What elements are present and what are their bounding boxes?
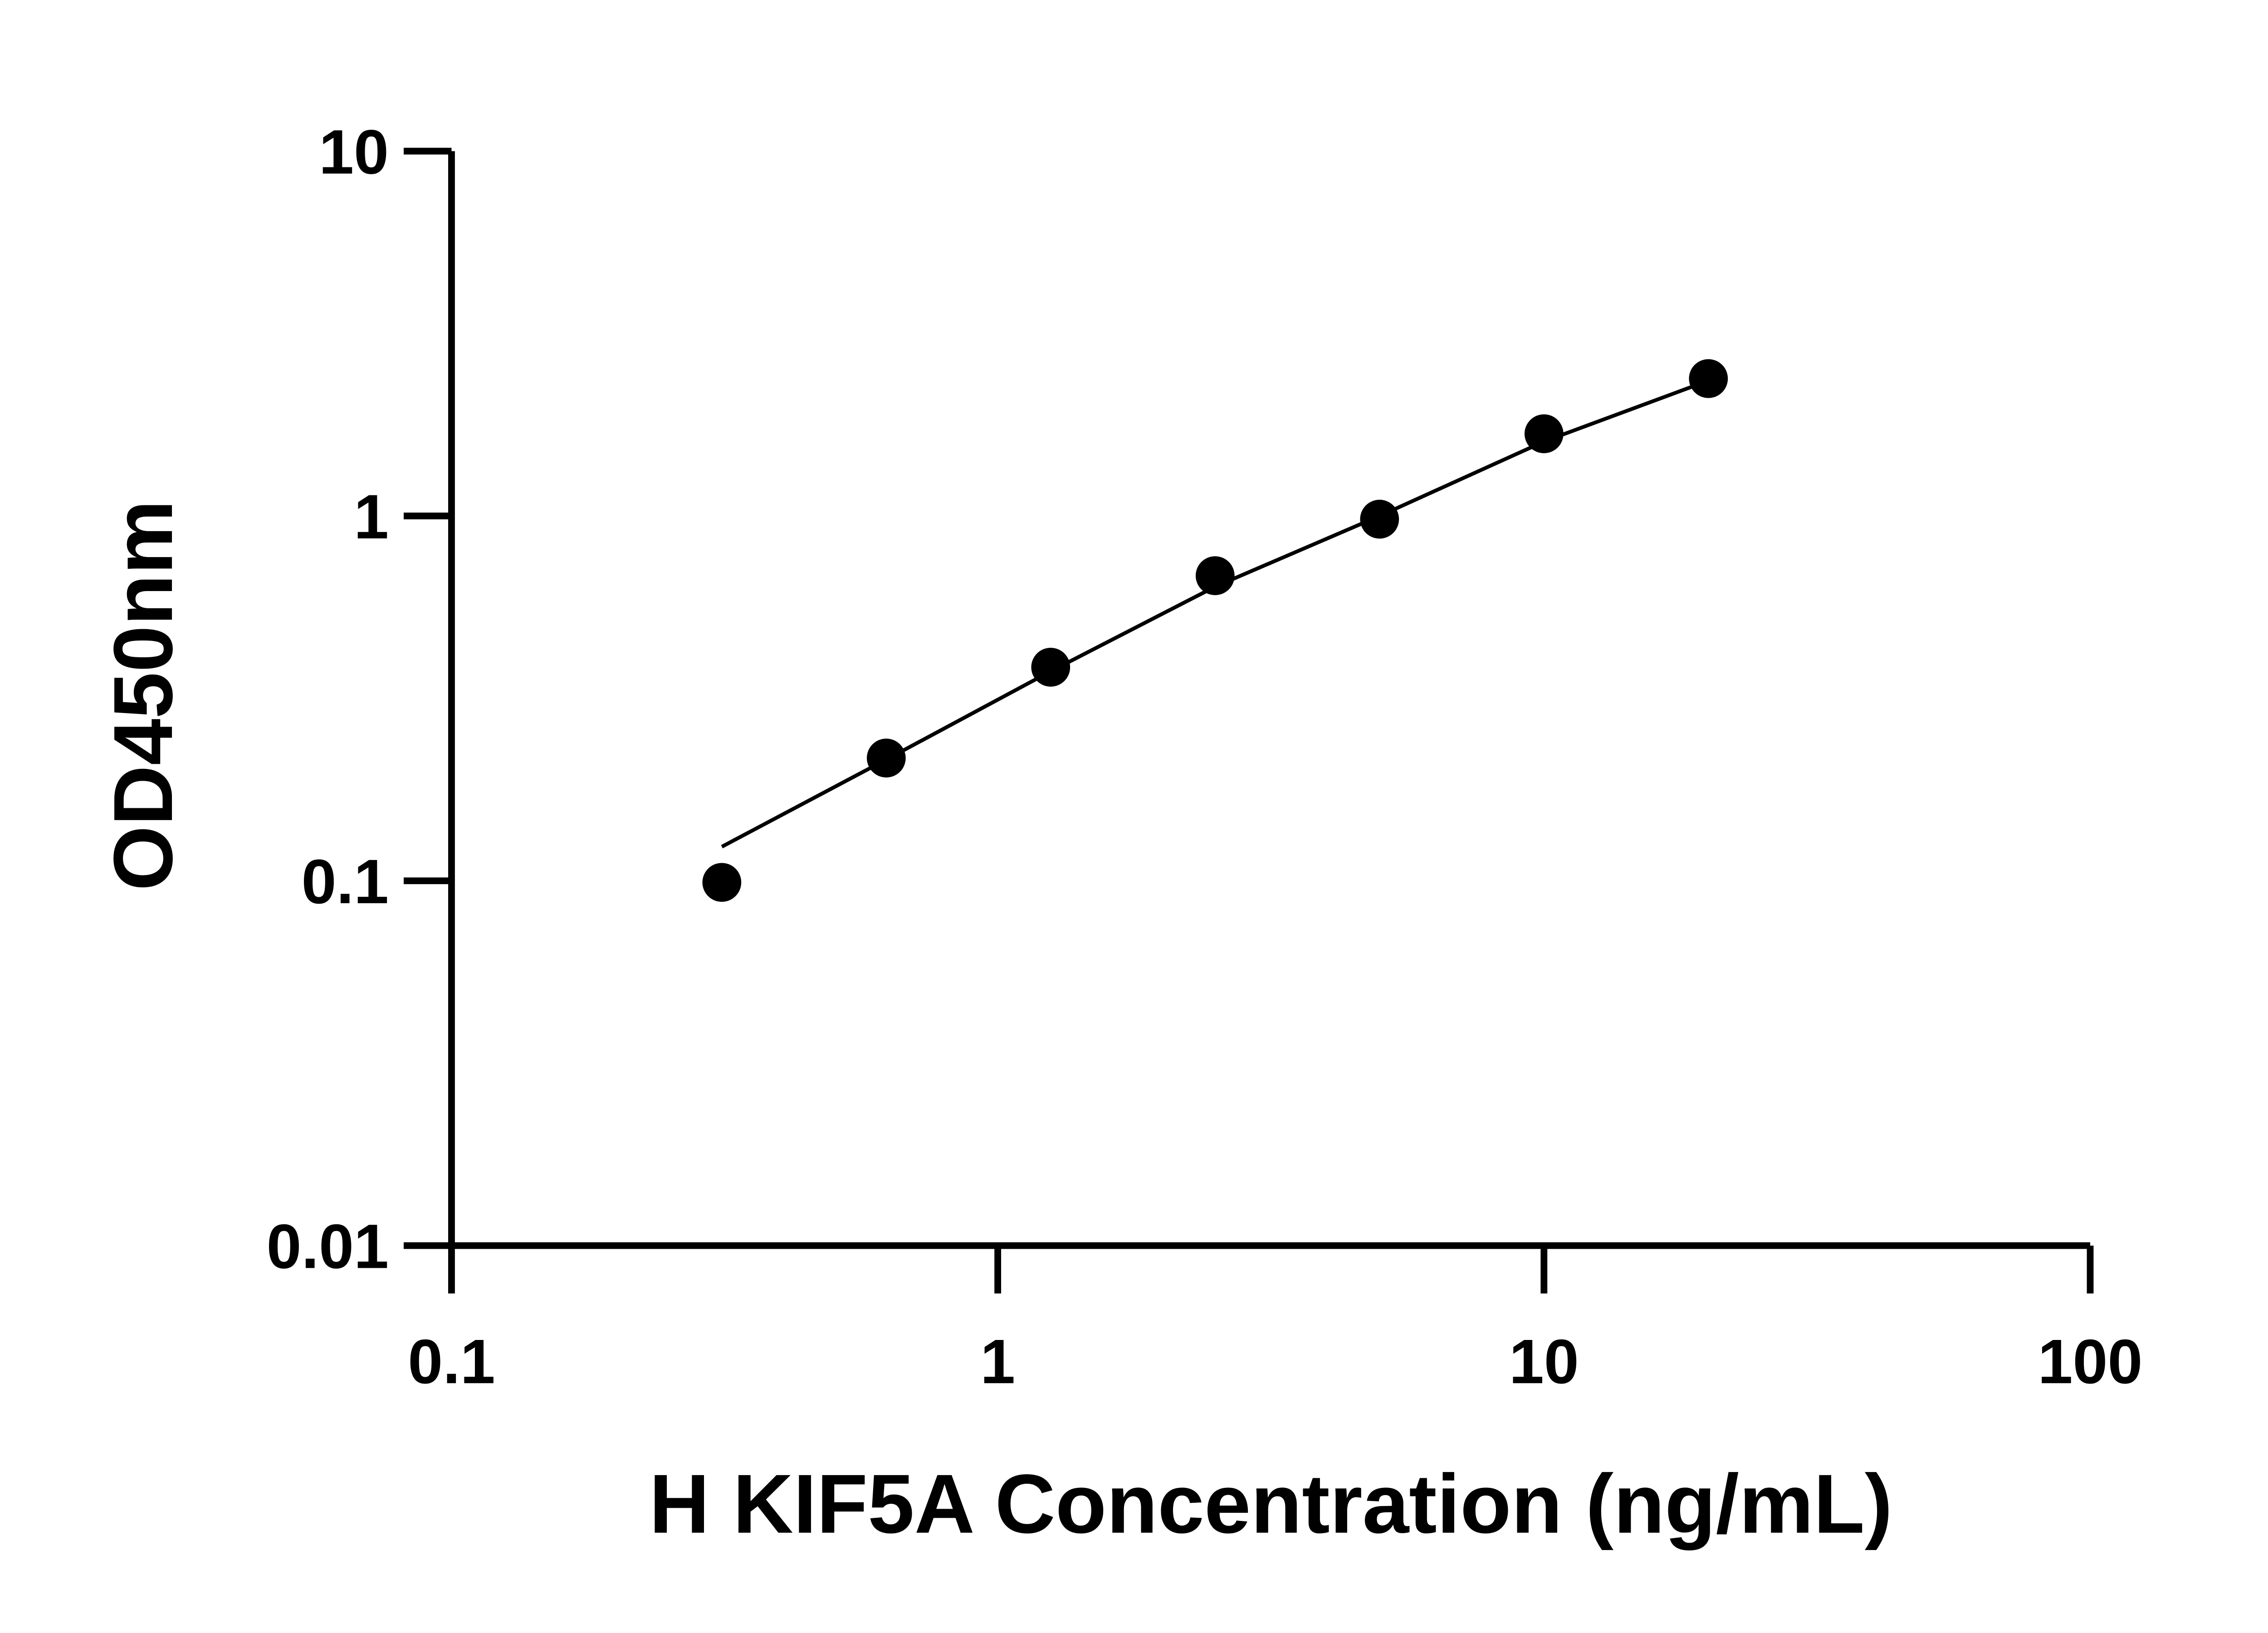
fit-curve-group xyxy=(721,379,1709,849)
data-point xyxy=(702,863,742,902)
x-tick-label: 100 xyxy=(2038,1327,2143,1397)
x-axis-title: H KIF5A Concentration (ng/mL) xyxy=(649,1457,1892,1551)
data-point xyxy=(1689,359,1728,398)
y-axis-title: OD450nm xyxy=(97,500,190,891)
x-tick-label: 1 xyxy=(980,1327,1015,1397)
data-point xyxy=(866,738,906,777)
data-point xyxy=(1524,414,1564,454)
y-tick-label: 10 xyxy=(319,117,389,187)
data-point xyxy=(1195,556,1235,595)
y-tick-label: 0.01 xyxy=(267,1212,389,1281)
data-points xyxy=(702,359,1728,902)
axes: 0.1 1 10 100 0.01 0.1 1 10 xyxy=(267,117,2143,1397)
x-tick-label: 10 xyxy=(1509,1327,1579,1397)
fit-curve xyxy=(721,379,1709,849)
x-tick-label: 0.1 xyxy=(408,1327,495,1397)
data-point xyxy=(1031,648,1070,687)
y-tick-label: 1 xyxy=(354,482,389,552)
data-point xyxy=(1360,499,1399,539)
y-tick-label: 0.1 xyxy=(302,847,389,917)
